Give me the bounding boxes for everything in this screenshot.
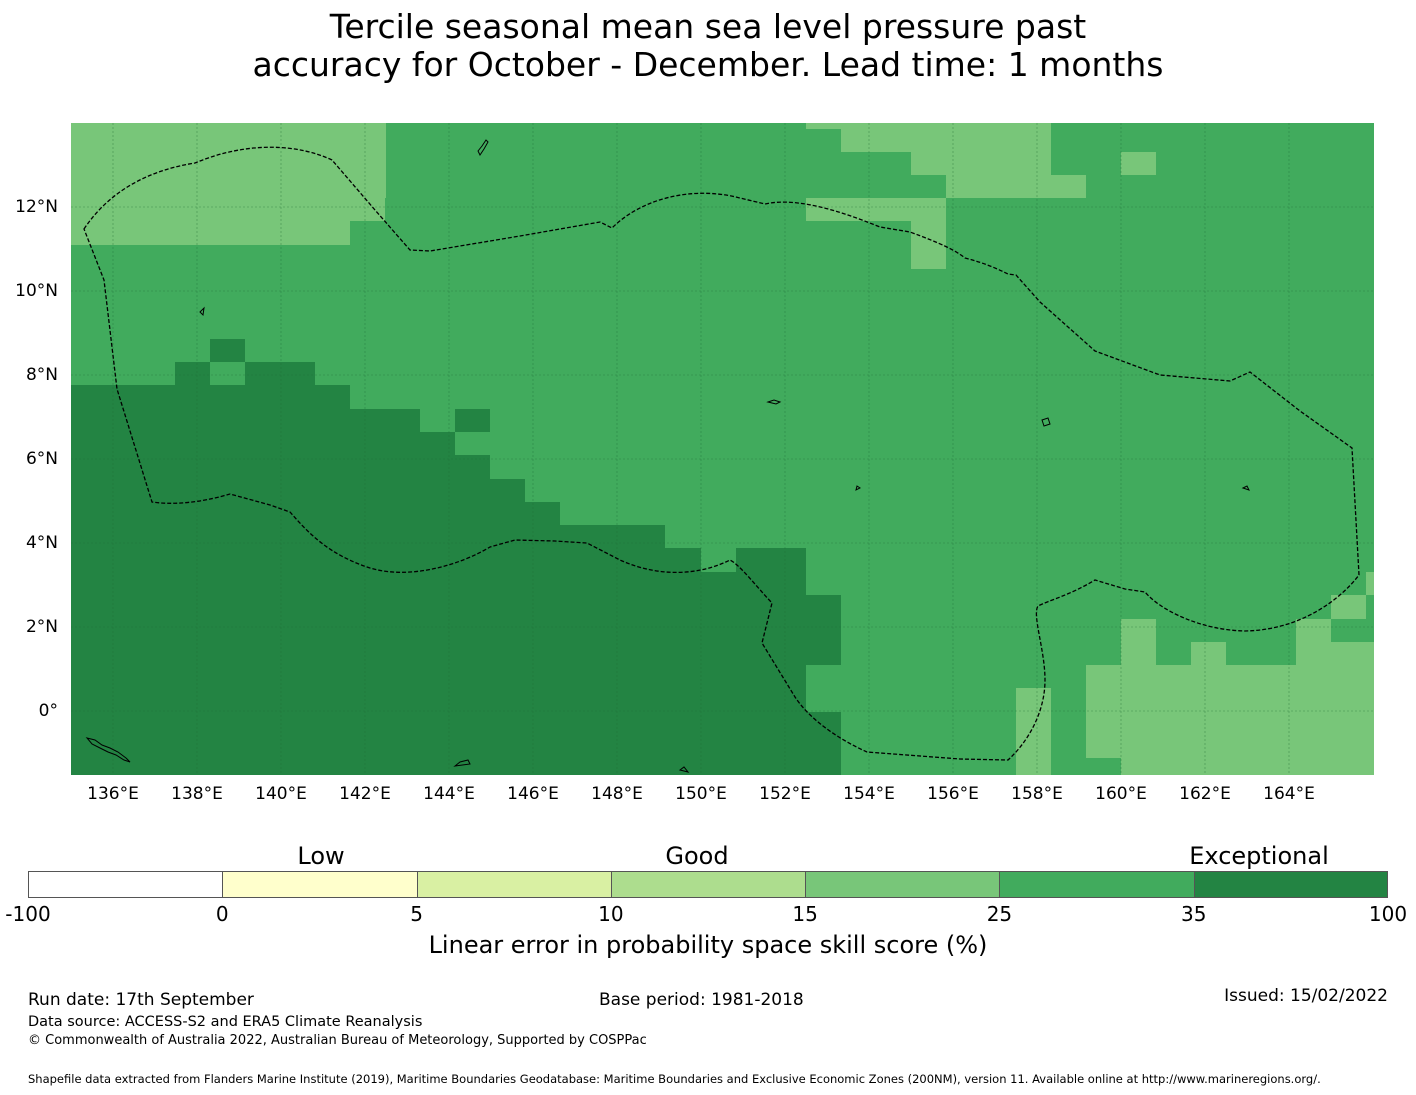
map-cell-25-35 [420,409,806,432]
map-cell-35-100 [350,409,420,432]
chart-title-line-2: accuracy for October - December. Lead ti… [252,45,1164,84]
latitude-label: 0° [38,701,58,721]
skill-cells [71,123,1374,775]
map-cell-15-25 [1331,595,1366,619]
map-gridlines [71,123,1374,775]
map-cell-15-25 [71,123,386,198]
colorbar-segment [805,871,1000,898]
colorbar-tick-label: 0 [215,902,229,926]
map-cell-15-25 [1121,152,1156,175]
colorbar-segment [999,871,1194,898]
colorbar-frame [28,871,1388,898]
map-cell-15-25 [1366,572,1374,595]
latitude-label: 6°N [25,449,58,469]
longitude-label: 156°E [927,784,979,804]
colorbar-category-good: Good [665,842,729,870]
map-cell-35-100 [245,362,315,385]
colorbar-segment [416,871,611,898]
data-source: Data source: ACCESS-S2 and ERA5 Climate … [28,1014,423,1030]
map-cell-15-25 [1016,688,1051,775]
map-cell-35-100 [210,339,245,362]
colorbar-segment [222,871,417,898]
map-cell-15-25 [911,221,946,269]
map-cell-35-100 [806,712,841,775]
map-cell-25-35 [560,502,806,525]
map-cell-35-100 [455,409,490,432]
colorbar-tick-label: 5 [410,902,423,926]
map-cell-15-25 [1121,619,1156,665]
longitude-label: 160°E [1095,784,1147,804]
longitude-label: 142°E [339,784,391,804]
longitude-label: 152°E [759,784,811,804]
map-cell-25-35 [490,455,806,479]
longitude-label: 146°E [507,784,559,804]
longitude-label: 164°E [1263,784,1315,804]
map-cell-15-25 [1191,642,1226,665]
colorbar-tick-label: 15 [792,902,818,926]
shapefile-credit: Shapefile data extracted from Flanders M… [28,1072,1321,1086]
map-cell-25-35 [665,525,806,548]
longitude-label: 154°E [843,784,895,804]
map-cell-35-100 [175,362,210,385]
longitude-label: 150°E [675,784,727,804]
longitude-label: 136°E [87,784,139,804]
latitude-label: 4°N [25,533,58,553]
latitude-label: 12°N [15,197,58,217]
map-cell-25-35 [1331,619,1374,642]
copyright: © Commonwealth of Australia 2022, Austra… [28,1033,647,1048]
colorbar-segment [1193,871,1388,898]
island-outlines [85,139,1250,773]
map-cell-25-35 [1086,758,1121,775]
map-cell-35-100 [736,548,806,572]
map-cell-25-35 [701,548,736,572]
map-cell-25-35 [455,432,806,455]
map-cell-15-25 [806,198,946,221]
map-cell-25-35 [525,479,806,502]
map-cell-15-25 [946,175,1086,198]
colorbar-segment [28,871,223,898]
colorbar-tick-label: -100 [5,902,51,926]
colorbar-tick-label: 35 [1180,902,1207,926]
colorbar-category-exceptional: Exceptional [1189,842,1329,870]
longitude-label: 138°E [171,784,223,804]
latitude-label: 2°N [25,617,58,637]
colorbar-tick-label: 25 [986,902,1013,926]
eez-boundary [83,146,1360,761]
run-date: Run date: 17th September [28,990,254,1010]
colorbar-tick-label: 10 [598,902,624,926]
latitude-label: 10°N [15,281,58,301]
latitude-label: 8°N [25,365,58,385]
longitude-label: 162°E [1179,784,1231,804]
map-cell-35-100 [315,385,350,409]
chart-title-line-1: Tercile seasonal mean sea level pressure… [329,7,1087,46]
map-cell-15-25 [911,152,1051,175]
base-period: Base period: 1981-2018 [599,990,804,1010]
colorbar-label: Linear error in probability space skill … [428,931,988,959]
map-cell-15-25 [1086,665,1374,775]
map-canvas [71,123,1374,775]
map-cell-15-25 [806,123,841,129]
map-cell-25-35 [350,385,806,409]
colorbar-tick-label: 100 [1368,902,1408,926]
map-cell-15-25 [841,123,1051,152]
colorbar-category-low: Low [297,842,345,870]
colorbar-segment [610,871,806,898]
map-cell-35-100 [806,595,841,665]
longitude-label: 148°E [591,784,643,804]
longitude-label: 140°E [255,784,307,804]
map-cell-35-100 [420,432,455,455]
longitude-label: 144°E [423,784,475,804]
issued-date: Issued: 15/02/2022 [1224,986,1388,1006]
longitude-label: 158°E [1011,784,1063,804]
